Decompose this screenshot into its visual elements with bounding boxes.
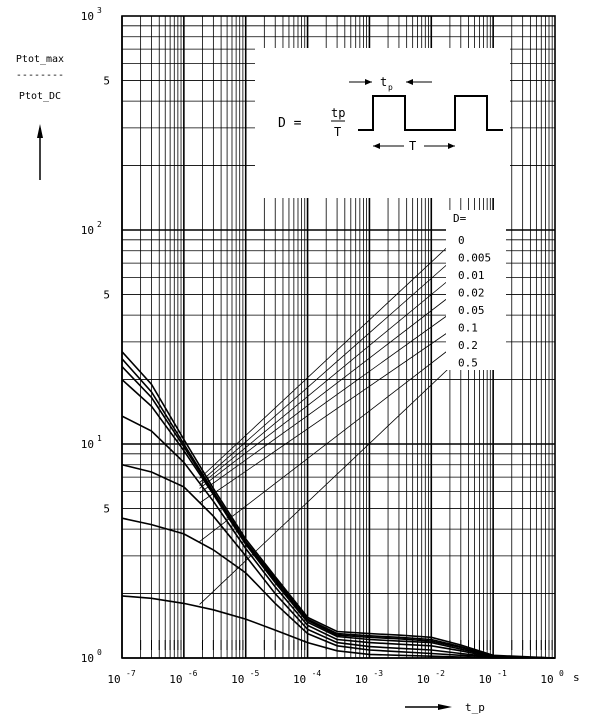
y-tick-exp: 1: [97, 434, 102, 443]
legend-title: D=: [453, 212, 467, 225]
x-tick-label: 10 -7: [107, 669, 135, 686]
x-tick-label: 10 0: [540, 669, 564, 686]
x-tick-exp: -6: [188, 669, 198, 678]
x-tick-exp: -7: [126, 669, 136, 678]
series-line-0_5: [121, 595, 555, 659]
x-tick-base: 10: [479, 673, 492, 686]
y-axis-label: Ptot_max -------- Ptot_DC: [16, 54, 64, 180]
leader-line: [199, 292, 456, 489]
y-label-separator: --------: [16, 70, 64, 81]
x-tick-exp: -4: [312, 669, 322, 678]
y-tick-label: 10 2: [81, 220, 102, 237]
y-tick-exp: 2: [97, 220, 102, 229]
inset-formula-den: T: [334, 125, 341, 139]
y-tick-label: 10 0: [81, 648, 102, 665]
y-tick-base: 10: [81, 10, 94, 23]
grid: [121, 15, 556, 659]
y-tick-text: 5: [103, 74, 110, 87]
x-tick-label: 10 -3: [355, 669, 383, 686]
x-tick-base: 10: [417, 673, 430, 686]
x-tick-base: 10: [540, 673, 553, 686]
legend-entry: 0.01: [458, 269, 485, 282]
leader-line: [199, 309, 456, 494]
x-tick-base: 10: [231, 673, 244, 686]
leader-layer: [199, 239, 456, 605]
legend-entry: 0.05: [458, 304, 485, 317]
pulse-inset: D = tp T t p T: [255, 48, 510, 198]
y-label-numerator: Ptot_max: [16, 54, 64, 65]
y-tick-base: 10: [81, 224, 94, 237]
y-label-denominator: Ptot_DC: [19, 91, 61, 102]
series-line-0_02: [121, 379, 556, 659]
x-unit: s: [573, 671, 580, 684]
y-tick-base: 10: [81, 438, 94, 451]
leader-line: [199, 344, 456, 542]
y-tick-label: 5: [103, 74, 110, 87]
inset-formula-num: tp: [331, 106, 345, 120]
x-tick-label: 10 -6: [169, 669, 197, 686]
x-tick-base: 10: [355, 673, 368, 686]
x-tick-base: 10: [107, 673, 120, 686]
x-label-text: t_p: [465, 701, 485, 714]
legend-entry: 0.02: [458, 287, 485, 300]
y-tick-text: 5: [103, 502, 110, 515]
legend-entry: 0.005: [458, 252, 491, 265]
series-line-0_01: [121, 366, 556, 659]
inset-tp-sub: p: [388, 83, 393, 92]
x-axis-label: t_p s: [405, 671, 580, 714]
y-tick-label: 5: [103, 288, 110, 301]
series-layer: [121, 351, 556, 659]
x-tick-label: 10 -2: [417, 669, 445, 686]
x-tick-label: 10 -1: [479, 669, 507, 686]
x-tick-exp: 0: [559, 669, 564, 678]
legend-entry: 0.1: [458, 322, 478, 335]
leader-line: [199, 327, 456, 504]
y-tick-exp: 3: [97, 6, 102, 15]
y-tick-label: 5: [103, 502, 110, 515]
x-tick-exp: -5: [250, 669, 260, 678]
series-line-0_2: [121, 517, 556, 659]
legend: D= 0 0.005 0.01 0.02 0.05 0.1 0.2 0.5: [446, 210, 506, 370]
leader-line: [199, 362, 456, 605]
series-line-0_1: [121, 463, 556, 659]
x-tick-base: 10: [169, 673, 182, 686]
y-tick-base: 10: [81, 652, 94, 665]
y-tick-label: 10 3: [81, 6, 102, 23]
legend-entry: 0.5: [458, 357, 478, 370]
y-tick-label: 10 1: [81, 434, 102, 451]
y-tick-exp: 0: [97, 648, 102, 657]
inset-tp-label: t: [380, 75, 387, 89]
series-line-0_005: [121, 358, 556, 659]
inset-T-label: T: [409, 139, 416, 153]
legend-entry: 0: [458, 234, 465, 247]
x-tick-exp: -3: [373, 669, 383, 678]
x-tick-label: 10 -4: [293, 669, 321, 686]
inset-formula-lhs: D =: [278, 116, 302, 131]
x-tick-exp: -1: [497, 669, 507, 678]
series-line-0: [121, 351, 556, 659]
leader-line: [199, 239, 456, 479]
leader-line: [199, 257, 456, 483]
plot-frame: [121, 15, 556, 659]
x-tick-label: 10 -5: [231, 669, 259, 686]
x-tick-base: 10: [293, 673, 306, 686]
y-tick-text: 5: [103, 288, 110, 301]
x-tick-exp: -2: [435, 669, 445, 678]
leader-line: [199, 274, 456, 486]
pulse-waveform: [358, 95, 503, 131]
series-line-0_05: [121, 415, 556, 659]
legend-entry: 0.2: [458, 339, 478, 352]
